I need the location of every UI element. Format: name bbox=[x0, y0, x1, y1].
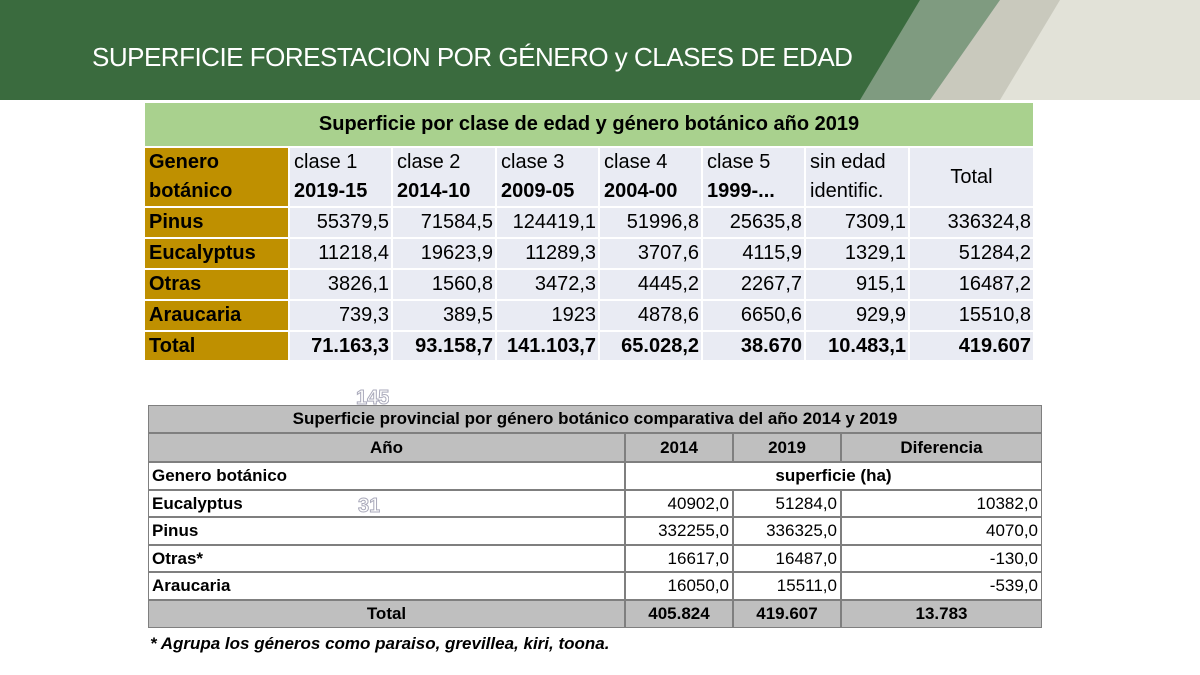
table-cell: 25635,8 bbox=[703, 208, 806, 239]
table-cell: -539,0 bbox=[841, 572, 1042, 600]
table-cell: 2267,7 bbox=[703, 270, 806, 301]
table-cell: 332255,0 bbox=[625, 517, 733, 545]
header-line: Total bbox=[950, 165, 993, 188]
table-cell: 40902,0 bbox=[625, 490, 733, 517]
table-cell: 336324,8 bbox=[910, 208, 1035, 239]
row-label: Eucalyptus bbox=[148, 490, 625, 517]
row-label: Eucalyptus bbox=[145, 239, 290, 270]
slide-title: SUPERFICIE FORESTACION POR GÉNERO y CLAS… bbox=[92, 41, 853, 72]
column-header: clase 1 2019-15 bbox=[290, 148, 393, 208]
table-cell: 389,5 bbox=[393, 301, 497, 332]
column-header: clase 4 2004-00 bbox=[600, 148, 703, 208]
total-cell: Total bbox=[148, 600, 625, 628]
table-cell: 3707,6 bbox=[600, 239, 703, 270]
table-cell: 10382,0 bbox=[841, 490, 1042, 517]
total-cell: 405.824 bbox=[625, 600, 733, 628]
table-cell: 71.163,3 bbox=[290, 332, 393, 362]
row-label: Otras bbox=[145, 270, 290, 301]
subheader: superficie (ha) bbox=[625, 462, 1042, 490]
table-cell: 1923 bbox=[497, 301, 600, 332]
header-line: clase 2 bbox=[397, 151, 461, 173]
table-cell: -130,0 bbox=[841, 545, 1042, 572]
table-cell: 6650,6 bbox=[703, 301, 806, 332]
column-header: Total bbox=[910, 148, 1035, 208]
row-label: Araucaria bbox=[148, 572, 625, 600]
total-cell: 13.783 bbox=[841, 600, 1042, 628]
table-cell: 4115,9 bbox=[703, 239, 806, 270]
table-cell: 16617,0 bbox=[625, 545, 733, 572]
header-line: Genero bbox=[149, 151, 220, 173]
row-label: Total bbox=[145, 332, 290, 362]
table-cell: 38.670 bbox=[703, 332, 806, 362]
header-line: clase 1 bbox=[294, 151, 358, 173]
row-label: Pinus bbox=[145, 208, 290, 239]
header-line: 2009-05 bbox=[501, 180, 575, 202]
table-cell: 71584,5 bbox=[393, 208, 497, 239]
column-header: clase 5 1999-... bbox=[703, 148, 806, 208]
table-cell: 141.103,7 bbox=[497, 332, 600, 362]
row-label: Otras* bbox=[148, 545, 625, 572]
column-header: 2019 bbox=[733, 433, 841, 462]
header-line: 1999-... bbox=[707, 180, 775, 202]
table-cell: 51284,0 bbox=[733, 490, 841, 517]
header-bar bbox=[0, 0, 1200, 100]
column-header: Año bbox=[148, 433, 625, 462]
table-cell: 11289,3 bbox=[497, 239, 600, 270]
table-cell: 15510,8 bbox=[910, 301, 1035, 332]
row-label: Araucaria bbox=[145, 301, 290, 332]
table-cell: 19623,9 bbox=[393, 239, 497, 270]
table-cell: 336325,0 bbox=[733, 517, 841, 545]
table-title: Superficie por clase de edad y género bo… bbox=[145, 103, 1035, 148]
table-cell: 51284,2 bbox=[910, 239, 1035, 270]
header-line: botánico bbox=[149, 180, 233, 202]
table-cell: 15511,0 bbox=[733, 572, 841, 600]
table-cell: 55379,5 bbox=[290, 208, 393, 239]
header-line: identific. bbox=[810, 180, 884, 202]
header-line: 2004-00 bbox=[604, 180, 678, 202]
column-header: Diferencia bbox=[841, 433, 1042, 462]
subheader: Genero botánico bbox=[148, 462, 625, 490]
table-cell: 11218,4 bbox=[290, 239, 393, 270]
stray-text: 145 bbox=[356, 386, 390, 409]
column-header: Genero botánico bbox=[145, 148, 290, 208]
header-line: 2019-15 bbox=[294, 180, 368, 202]
table-cell: 51996,8 bbox=[600, 208, 703, 239]
table-cell: 929,9 bbox=[806, 301, 910, 332]
table-cell: 16050,0 bbox=[625, 572, 733, 600]
header-line: 2014-10 bbox=[397, 180, 471, 202]
table-cell: 4070,0 bbox=[841, 517, 1042, 545]
table-cell: 93.158,7 bbox=[393, 332, 497, 362]
column-header: 2014 bbox=[625, 433, 733, 462]
table-cell: 124419,1 bbox=[497, 208, 600, 239]
column-header: sin edad identific. bbox=[806, 148, 910, 208]
total-cell: 419.607 bbox=[733, 600, 841, 628]
table-cell: 10.483,1 bbox=[806, 332, 910, 362]
table-cell: 739,3 bbox=[290, 301, 393, 332]
table-cell: 1329,1 bbox=[806, 239, 910, 270]
header-line: sin edad bbox=[810, 151, 886, 173]
table-cell: 4878,6 bbox=[600, 301, 703, 332]
footnote: * Agrupa los géneros como paraiso, grevi… bbox=[150, 634, 610, 653]
table-cell: 65.028,2 bbox=[600, 332, 703, 362]
column-header: clase 3 2009-05 bbox=[497, 148, 600, 208]
table-cell: 915,1 bbox=[806, 270, 910, 301]
table-title: Superficie provincial por género botánic… bbox=[148, 405, 1042, 433]
header-line: clase 4 bbox=[604, 151, 668, 173]
table-cell: 7309,1 bbox=[806, 208, 910, 239]
header-line: clase 5 bbox=[707, 151, 771, 173]
stray-text: 31 bbox=[358, 494, 381, 517]
table-cell: 419.607 bbox=[910, 332, 1035, 362]
table-cell: 3472,3 bbox=[497, 270, 600, 301]
table-cell: 16487,0 bbox=[733, 545, 841, 572]
header-line: clase 3 bbox=[501, 151, 565, 173]
table-cell: 1560,8 bbox=[393, 270, 497, 301]
table-cell: 4445,2 bbox=[600, 270, 703, 301]
table-cell: 3826,1 bbox=[290, 270, 393, 301]
column-header: clase 2 2014-10 bbox=[393, 148, 497, 208]
table-cell: 16487,2 bbox=[910, 270, 1035, 301]
row-label: Pinus bbox=[148, 517, 625, 545]
